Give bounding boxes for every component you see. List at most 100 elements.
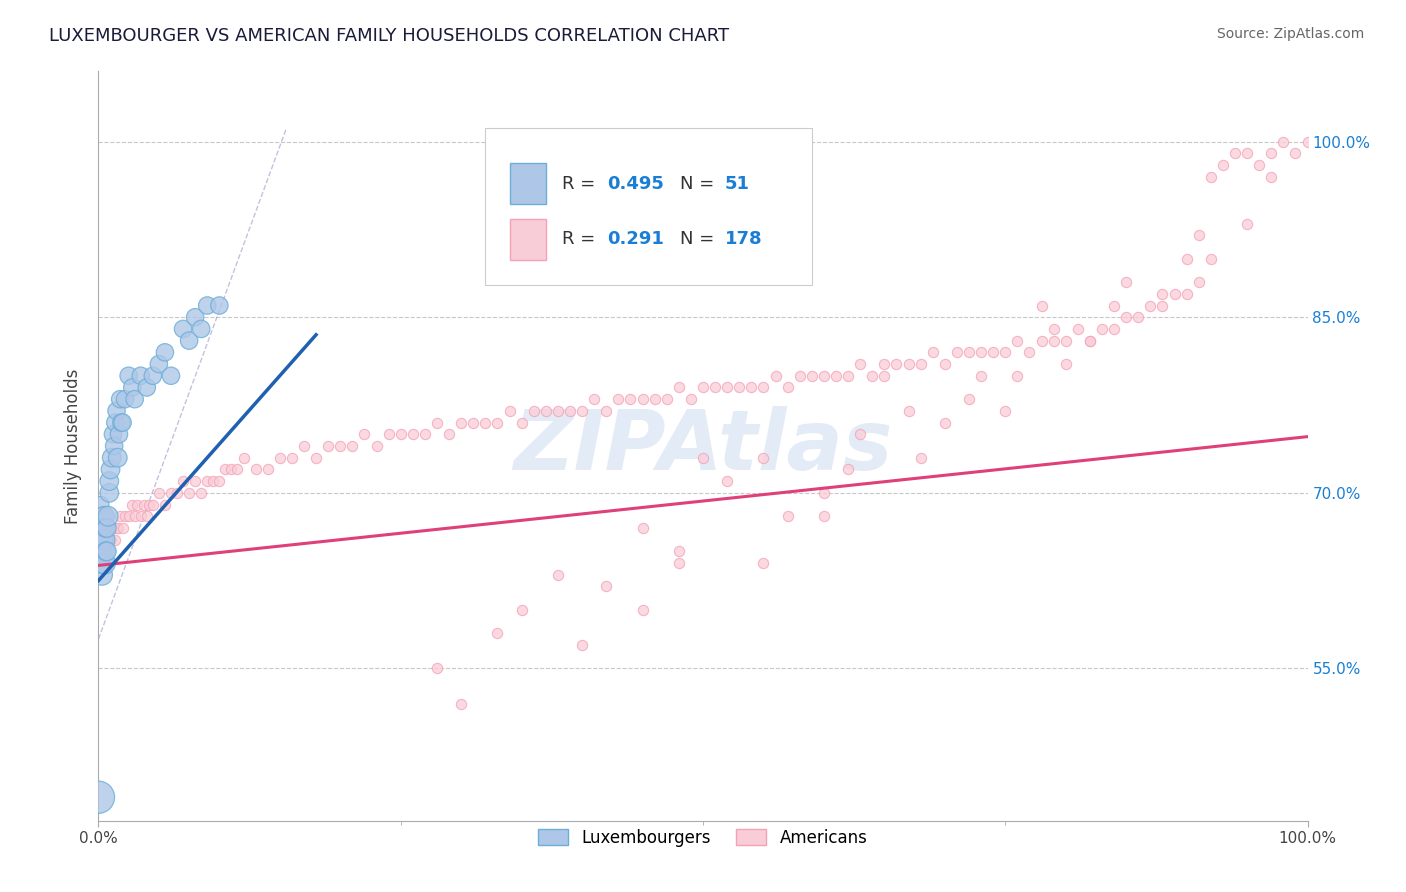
Point (89, 544, 111, 558)
Point (765, 368, 787, 383)
Point (87, 790, 110, 805)
Point (595, 580, 617, 594)
Text: R =: R = (561, 230, 600, 248)
Point (114, 509, 136, 524)
Point (994, 345, 1017, 359)
Point (153, 345, 176, 359)
Point (957, 345, 980, 359)
Point (1296, 135, 1319, 149)
Point (571, 638, 593, 652)
Point (1031, 299, 1053, 313)
Point (970, 368, 993, 383)
Point (886, 357, 908, 371)
Point (89, 521, 111, 535)
Point (981, 345, 1004, 359)
Point (1091, 322, 1114, 336)
Point (1163, 286, 1185, 301)
Point (486, 626, 509, 640)
Point (1284, 146, 1306, 161)
Point (100, 533, 122, 547)
Point (1078, 334, 1101, 348)
Point (107, 450, 129, 465)
Point (118, 368, 141, 383)
Point (94, 544, 117, 558)
Point (450, 416, 472, 430)
Point (103, 439, 125, 453)
Point (849, 427, 872, 442)
Point (631, 603, 654, 617)
Point (631, 392, 654, 407)
Point (91, 544, 114, 558)
Point (704, 380, 727, 394)
Point (98, 486, 121, 500)
Point (184, 474, 207, 488)
Point (776, 509, 799, 524)
Point (256, 462, 278, 476)
Point (1199, 252, 1222, 266)
Point (1018, 345, 1040, 359)
Point (91, 533, 114, 547)
Bar (509, 219, 546, 260)
Point (498, 404, 520, 418)
Point (1078, 334, 1101, 348)
Point (716, 474, 738, 488)
Point (897, 404, 920, 418)
Point (837, 368, 859, 383)
Point (148, 486, 170, 500)
Point (668, 544, 690, 558)
Point (413, 427, 436, 442)
Point (873, 368, 896, 383)
Point (108, 392, 131, 407)
Point (1139, 299, 1161, 313)
Point (1007, 368, 1029, 383)
Text: ZIPAtlas: ZIPAtlas (513, 406, 893, 486)
Point (1042, 322, 1064, 336)
Point (402, 427, 425, 442)
Point (910, 357, 932, 371)
Point (463, 416, 485, 430)
Point (510, 603, 533, 617)
Point (90, 521, 112, 535)
Point (692, 450, 714, 465)
Point (90, 556, 112, 570)
Point (389, 427, 412, 442)
Point (118, 509, 141, 524)
Point (108, 509, 131, 524)
Point (89, 556, 111, 570)
Point (232, 450, 254, 465)
Point (426, 661, 449, 675)
Point (825, 368, 848, 383)
Point (148, 357, 170, 371)
Point (153, 498, 176, 512)
Point (474, 416, 496, 430)
FancyBboxPatch shape (485, 128, 811, 285)
Text: 0.495: 0.495 (607, 175, 665, 193)
Point (1212, 158, 1234, 172)
Point (631, 521, 654, 535)
Point (1260, 146, 1282, 161)
Point (96, 521, 118, 535)
Point (366, 439, 388, 453)
Point (114, 392, 136, 407)
Point (679, 392, 702, 407)
Y-axis label: Family Households: Family Households (65, 368, 83, 524)
Point (607, 392, 630, 407)
Point (104, 416, 127, 430)
Point (269, 450, 291, 465)
Point (190, 322, 212, 336)
Point (1102, 299, 1125, 313)
Point (486, 416, 509, 430)
Point (195, 299, 218, 313)
Point (571, 404, 593, 418)
Point (281, 450, 304, 465)
Point (90, 498, 112, 512)
Point (752, 556, 775, 570)
Point (110, 416, 132, 430)
Point (789, 368, 811, 383)
Point (1054, 357, 1077, 371)
Point (1067, 322, 1090, 336)
Point (813, 368, 835, 383)
Point (208, 474, 231, 488)
Point (910, 450, 932, 465)
Point (800, 368, 823, 383)
